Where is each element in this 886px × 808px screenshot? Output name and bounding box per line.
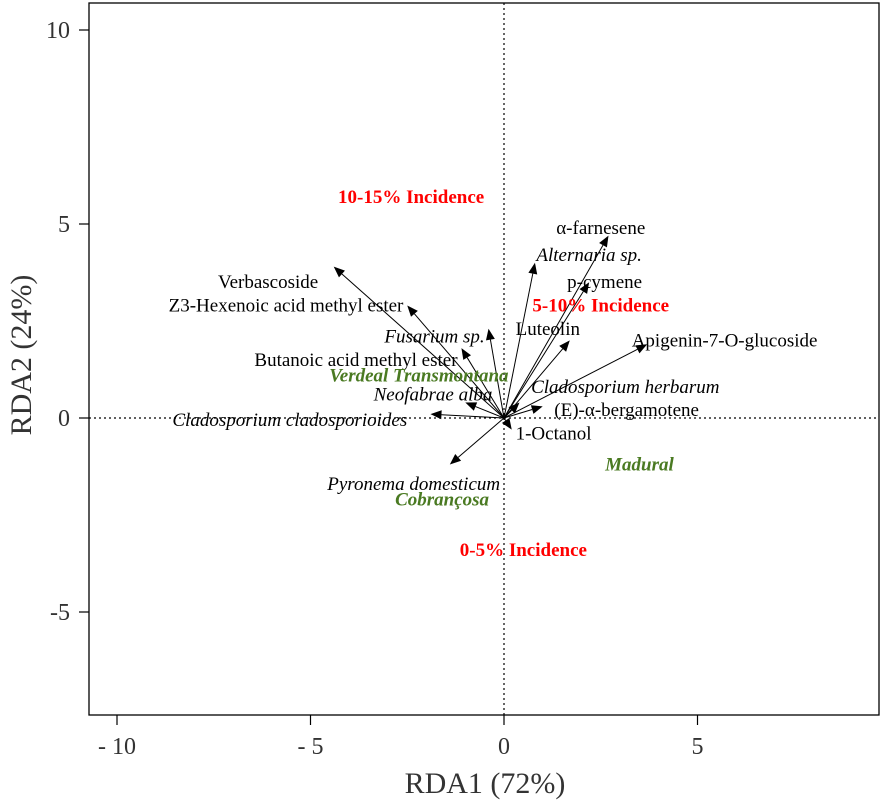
y-tick-label: 10	[46, 18, 70, 44]
x-tick-label: - 5	[298, 734, 324, 760]
x-tick-label: - 10	[98, 734, 136, 760]
variable-label: p-cymene	[567, 272, 642, 293]
x-tick-label: 0	[498, 734, 510, 760]
variable-label: Verbascoside	[218, 272, 318, 293]
arrow-head	[530, 405, 543, 414]
x-axis-title: RDA1 (72%)	[405, 767, 566, 800]
variable-arrow	[414, 313, 505, 419]
variable-arrow	[503, 273, 534, 419]
variable-label: Z3-Hexenoic acid methyl ester	[169, 295, 404, 316]
variable-arrow	[341, 273, 505, 419]
incidence-labels: 10-15% Incidence 5-10% Incidence 0-5% Inci…	[338, 187, 669, 561]
variable-label: Pyronema domesticum	[326, 474, 500, 495]
cultivar-label: Cobrançosa	[395, 489, 489, 510]
variable-label: Cladosporium herbarum	[531, 377, 719, 398]
arrow-head	[449, 453, 462, 465]
arrow-head	[599, 235, 609, 248]
variable-arrow	[475, 406, 505, 419]
cultivar-label: Madural	[604, 455, 674, 476]
incidence-label: 0-5% Incidence	[460, 540, 587, 561]
variable-label: Neofabrae alba	[373, 385, 493, 406]
arrow-head	[485, 328, 495, 341]
variable-arrows	[333, 235, 648, 465]
arrow-head	[635, 344, 648, 354]
variable-label: 1-Octanol	[516, 424, 592, 445]
arrow-head	[508, 402, 520, 414]
incidence-label: 5-10% Incidence	[532, 295, 669, 316]
x-tick-label: 5	[692, 734, 704, 760]
variable-label: α-farnesene	[556, 218, 645, 239]
arrow-head	[407, 305, 418, 317]
variable-label: Butanoic acid methyl ester	[254, 350, 458, 371]
axis-ticks: - 10 - 5 0 5 10 5 0 -5	[46, 18, 704, 760]
variable-arrow	[503, 348, 638, 419]
arrow-head	[461, 348, 471, 360]
cultivar-labels: Verdeal Transmontana Madural Cobrançosa	[329, 365, 674, 510]
variable-arrow	[457, 417, 505, 458]
arrow-head	[430, 410, 442, 420]
incidence-label: 10-15% Incidence	[338, 187, 484, 208]
arrow-head	[528, 262, 538, 275]
y-tick-label: 5	[58, 212, 70, 238]
y-tick-label: -5	[50, 600, 70, 626]
cultivar-label: Verdeal Transmontana	[329, 365, 509, 386]
variable-labels: α-farnesene Alternaria sp. p-cymene Luteoli…	[169, 218, 818, 495]
variable-arrow	[503, 409, 533, 419]
variable-arrow	[489, 339, 505, 419]
arrow-head	[579, 282, 590, 294]
arrow-head	[559, 340, 570, 352]
zero-lines	[89, 3, 879, 715]
variable-label: Apigenin-7-O-glucoside	[632, 330, 818, 351]
arrow-head	[465, 402, 478, 411]
variable-label: Luteolin	[516, 319, 581, 340]
variable-label: Alternaria sp.	[534, 245, 642, 266]
variable-arrow	[466, 357, 505, 419]
arrow-head	[333, 266, 345, 278]
y-axis-title: RDA2 (24%)	[5, 275, 38, 436]
y-tick-label: 0	[58, 406, 70, 432]
variable-label: Fusarium sp.	[383, 327, 484, 348]
variable-arrow	[503, 244, 604, 419]
variable-label: (E)-α-bergamotene	[554, 400, 699, 421]
arrow-head	[501, 417, 512, 430]
variable-arrow	[441, 414, 505, 419]
variable-label: Cladosporium cladosporioides	[172, 410, 407, 431]
variable-arrow	[503, 409, 513, 419]
plot-area	[88, 2, 880, 716]
variable-arrow	[503, 291, 584, 419]
